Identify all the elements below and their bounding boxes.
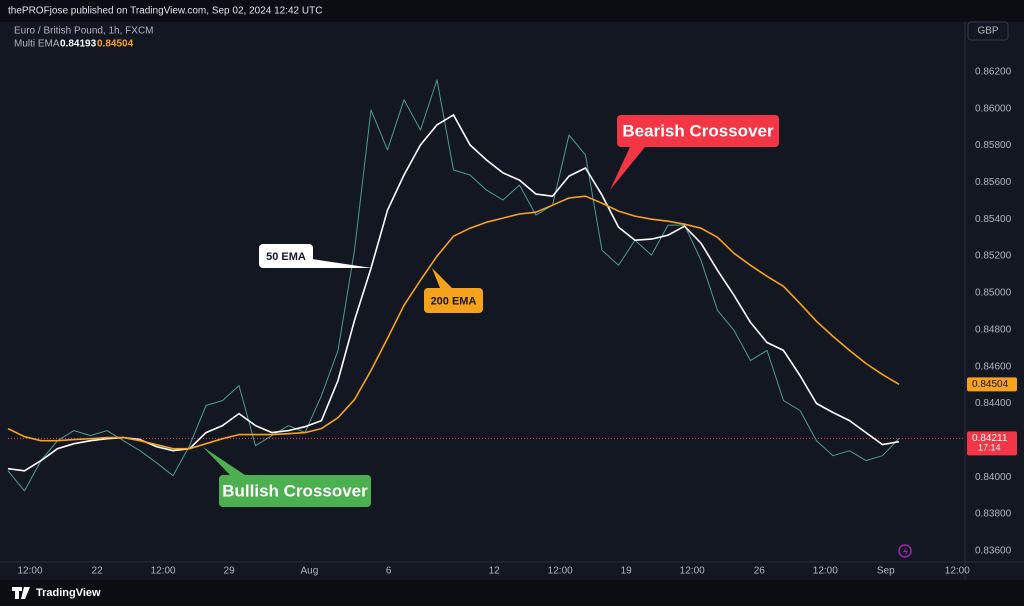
annotation-pointer [203, 447, 245, 475]
x-tick-label: 22 [92, 566, 104, 577]
x-tick-label: Sep [877, 566, 895, 577]
x-tick-label: 26 [754, 566, 766, 577]
ema-value: 0.84193 [60, 39, 97, 50]
x-tick-label: 12:00 [680, 566, 705, 577]
x-tick-label: 12:00 [548, 566, 573, 577]
y-tick-label: 0.83800 [975, 509, 1012, 520]
annotation-box [259, 244, 313, 268]
current-price-box [967, 431, 1017, 456]
y-tick-label: 0.84000 [975, 472, 1012, 483]
x-tick-label: 6 [386, 566, 392, 577]
x-tick-label: 12:00 [151, 566, 176, 577]
alert-bolt [903, 547, 908, 556]
x-tick-label: 12:00 [17, 566, 42, 577]
ema-price-label: 0.84504 [972, 379, 1009, 390]
annotation-pointer [432, 268, 452, 288]
series-line [7, 195, 900, 450]
ema-price-box [967, 377, 1017, 392]
published-note: thePROFjose published on TradingView.com… [8, 6, 322, 17]
logo [12, 587, 30, 599]
x-tick-label: 19 [621, 566, 633, 577]
y-tick-label: 0.84800 [975, 324, 1012, 335]
x-tick-label: Aug [301, 566, 319, 577]
y-tick-label: 0.84400 [975, 398, 1012, 409]
annotation-pointer [610, 147, 645, 190]
ema-value: 0.84504 [97, 39, 134, 50]
currency-box[interactable] [967, 21, 1009, 41]
annotation-text: Bullish Crossover [222, 481, 368, 500]
series-line [7, 79, 900, 492]
top-bar [0, 0, 1024, 22]
currency: GBP [977, 26, 998, 37]
y-tick-label: 0.85600 [975, 177, 1012, 188]
x-tick-label: 29 [224, 566, 236, 577]
brand: TradingView [36, 587, 101, 599]
y-tick-label: 0.83600 [975, 546, 1012, 557]
y-tick-label: 0.86200 [975, 66, 1012, 77]
annotation-text: Bearish Crossover [622, 121, 774, 140]
countdown: 17:14 [978, 443, 1001, 453]
annotation-box [424, 288, 483, 313]
current-price-label: 0.84211 [972, 433, 1008, 444]
y-tick-label: 0.85400 [975, 214, 1012, 225]
y-tick-label: 0.85200 [975, 251, 1012, 262]
x-tick-label: 12:00 [945, 566, 970, 577]
y-tick-label: 0.86000 [975, 103, 1012, 114]
annotation-box [219, 475, 371, 507]
x-tick-label: 12 [489, 566, 501, 577]
y-tick-label: 0.84600 [975, 361, 1012, 372]
indicator: Multi EMA [14, 39, 60, 50]
alert-icon[interactable] [898, 544, 912, 558]
series-line [7, 114, 900, 472]
annotation-pointer [305, 258, 372, 268]
annotation-text: 50 EMA [266, 251, 306, 263]
y-tick-label: 0.85800 [975, 140, 1012, 151]
x-tick-label: 12:00 [813, 566, 838, 577]
y-tick-label: 0.85000 [975, 288, 1012, 299]
annotation-box [617, 115, 779, 147]
footer-bar [0, 580, 1024, 606]
annotation-text: 200 EMA [431, 295, 477, 307]
symbol: Euro / British Pound, 1h, FXCM [14, 26, 154, 37]
